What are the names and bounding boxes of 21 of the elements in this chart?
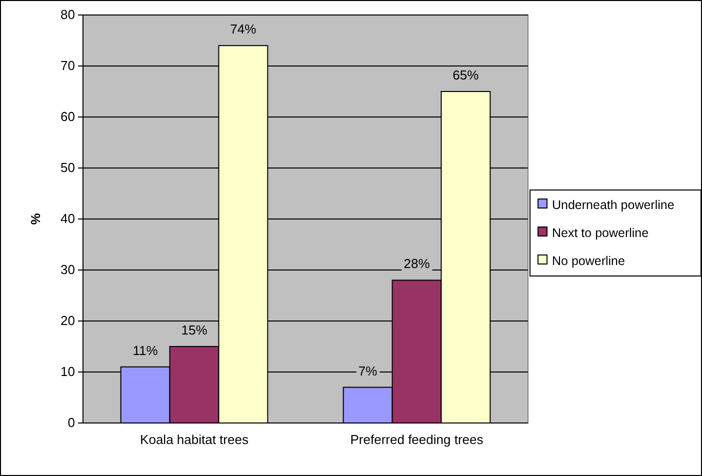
legend-label: No powerline bbox=[552, 254, 626, 268]
data-label: 15% bbox=[181, 322, 208, 338]
data-label: 74% bbox=[230, 22, 257, 37]
y-tick-label: 10 bbox=[60, 364, 75, 380]
y-tick-label: 30 bbox=[60, 262, 75, 278]
legend-label: Next to powerline bbox=[552, 226, 649, 240]
y-tick-label: 50 bbox=[60, 160, 75, 176]
legend-label: Underneath powerline bbox=[552, 198, 674, 212]
y-tick-label: 70 bbox=[60, 58, 75, 74]
y-tick-label: 80 bbox=[60, 7, 75, 22]
y-tick-label: 40 bbox=[60, 211, 75, 226]
data-label: 7% bbox=[358, 363, 378, 378]
x-tick-label: Preferred feeding trees bbox=[350, 432, 484, 448]
x-tick-label: Koala habitat trees bbox=[140, 432, 249, 448]
data-label: 11% bbox=[132, 342, 158, 358]
y-axis-title: % bbox=[28, 212, 43, 225]
y-tick-label: 0 bbox=[68, 415, 75, 430]
data-label: 65% bbox=[452, 68, 480, 82]
y-tick-label: 60 bbox=[60, 109, 75, 124]
y-tick-label: 20 bbox=[60, 313, 75, 328]
data-label: 28% bbox=[404, 256, 430, 272]
